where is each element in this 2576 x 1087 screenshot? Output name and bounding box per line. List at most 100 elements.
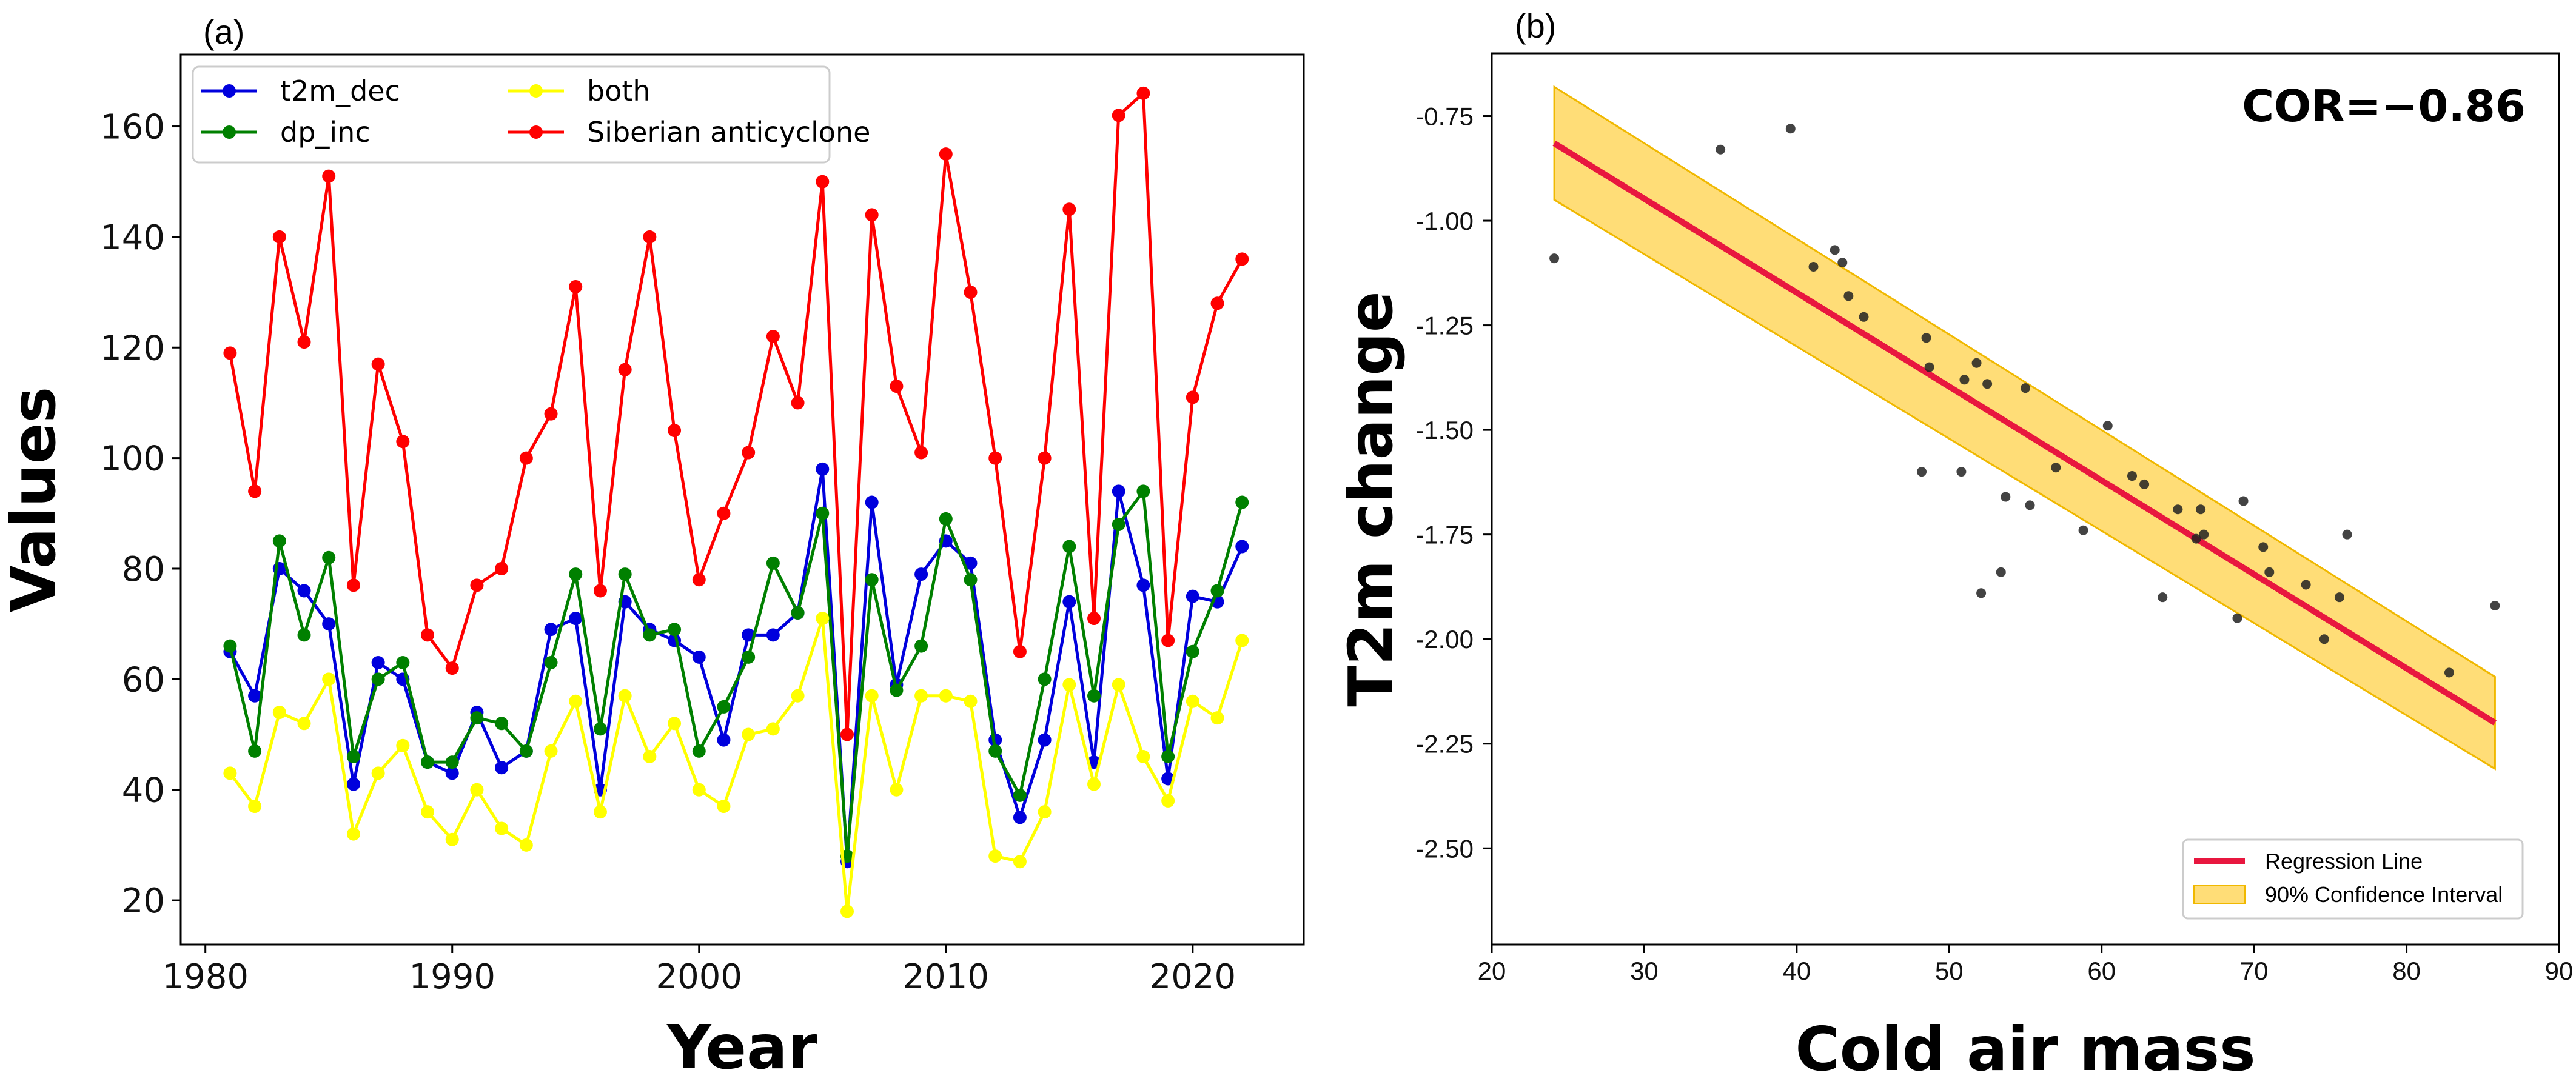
panel-b: (b) 20 30 40 50 60 70 80 90 -2.50 -2.25 -2.00 -1.7… — [1335, 7, 2573, 1085]
confidence-band — [1553, 85, 2496, 771]
panel-a-y-axis-label: Values — [0, 387, 69, 612]
data-point — [322, 550, 336, 564]
scatter-point — [1917, 467, 1927, 477]
data-point — [1161, 749, 1175, 763]
data-point — [890, 380, 904, 393]
data-point — [717, 506, 731, 520]
data-point — [569, 279, 583, 293]
x-tick-label: 2000 — [656, 957, 743, 997]
panel-a-x-axis-label: Year — [666, 1012, 818, 1083]
data-point — [346, 827, 360, 841]
data-point — [717, 733, 731, 747]
data-point — [1136, 484, 1150, 498]
data-point — [1038, 805, 1052, 819]
data-point — [1235, 540, 1249, 554]
data-point — [1136, 86, 1150, 100]
data-point — [1062, 202, 1076, 216]
x-tick-label: 30 — [1630, 957, 1659, 985]
data-point — [248, 800, 262, 814]
data-point — [1087, 777, 1101, 791]
data-point — [371, 655, 385, 669]
scatter-point — [1959, 375, 1970, 385]
data-point — [890, 683, 904, 697]
data-point — [371, 766, 385, 780]
data-point — [964, 556, 978, 570]
panel-a: (a) 1980 1990 2000 2010 2020 20 40 60 80 100 120 1… — [0, 13, 1305, 1083]
scatter-point — [2444, 667, 2454, 678]
data-point — [519, 838, 533, 852]
y-tick-label: 60 — [122, 660, 165, 700]
data-point — [1136, 749, 1150, 763]
data-point — [1210, 711, 1224, 725]
data-point — [371, 672, 385, 686]
data-point — [791, 606, 805, 620]
data-point — [1112, 518, 1125, 532]
data-point — [470, 578, 484, 592]
scatter-point — [2158, 592, 2168, 603]
data-point — [396, 655, 410, 669]
scatter-point — [1982, 379, 1993, 389]
data-point — [1112, 109, 1125, 122]
legend-swatch-marker — [529, 84, 543, 98]
data-point — [964, 286, 978, 299]
scatter-point — [1996, 567, 2006, 577]
data-point — [1136, 578, 1150, 592]
data-point — [1013, 644, 1027, 658]
legend-item: Regression Line — [2194, 849, 2423, 874]
panel-a-x-ticks: 1980 1990 2000 2010 2020 — [162, 945, 1236, 997]
data-point — [1186, 694, 1199, 708]
data-point — [791, 396, 805, 410]
data-point — [618, 689, 632, 703]
y-tick-label: -1.50 — [1415, 416, 1474, 444]
panel-a-label: (a) — [203, 13, 244, 51]
series-both — [223, 612, 1249, 918]
data-point — [865, 495, 879, 509]
scatter-point — [2238, 496, 2249, 506]
scatter-point — [2021, 383, 2030, 393]
scatter-point — [2025, 500, 2035, 510]
scatter-point — [2342, 529, 2352, 540]
series-line — [228, 92, 1244, 737]
data-point — [668, 717, 682, 731]
data-point — [569, 612, 583, 626]
data-point — [1038, 672, 1052, 686]
data-point — [544, 623, 558, 637]
data-point — [742, 628, 756, 642]
legend-box — [192, 65, 831, 164]
data-point — [495, 821, 509, 835]
data-point — [297, 628, 311, 642]
x-tick-label: 90 — [2545, 957, 2574, 985]
scatter-point — [1971, 358, 1982, 368]
data-point — [717, 700, 731, 714]
data-point — [272, 230, 286, 244]
legend-item: Siberian anticyclone — [508, 116, 870, 149]
data-point — [297, 335, 311, 349]
data-point — [914, 689, 928, 703]
panel-b-legend: Regression Line 90% Confidence Interval — [2182, 838, 2524, 920]
data-point — [1210, 584, 1224, 598]
data-point — [322, 169, 336, 183]
data-point — [1013, 855, 1027, 869]
data-point — [396, 435, 410, 449]
data-point — [766, 556, 780, 570]
data-point — [692, 744, 706, 758]
legend-swatch-band — [2193, 885, 2246, 904]
data-point — [1186, 644, 1199, 658]
data-point — [1087, 612, 1101, 626]
data-point — [445, 755, 459, 769]
panel-b-x-ticks: 20 30 40 50 60 70 80 90 — [1478, 945, 2574, 985]
data-point — [692, 783, 706, 797]
data-point — [742, 727, 756, 741]
regression-line — [1552, 141, 2497, 726]
y-tick-label: 140 — [100, 218, 165, 258]
data-point — [1087, 689, 1101, 703]
data-point — [297, 584, 311, 598]
data-point — [519, 451, 533, 465]
data-point — [840, 727, 854, 741]
data-point — [766, 628, 780, 642]
data-point — [692, 650, 706, 664]
y-tick-label: -1.00 — [1415, 207, 1474, 235]
data-point — [445, 832, 459, 846]
data-point — [865, 573, 879, 587]
